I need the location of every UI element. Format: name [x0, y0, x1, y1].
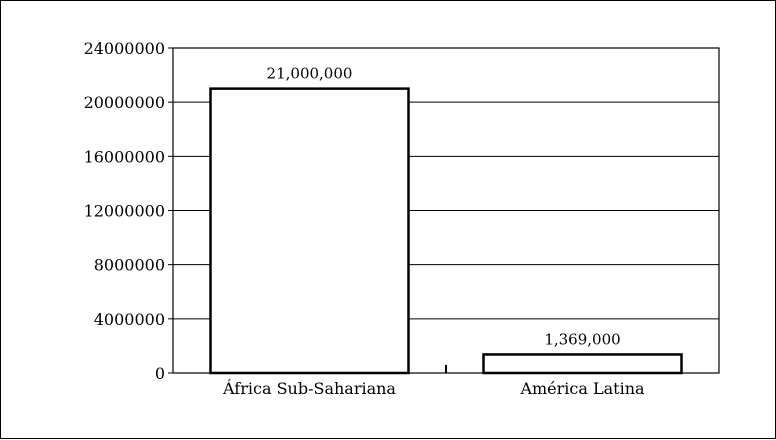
bar: [482, 353, 683, 375]
data-labels: 21,000,000 1,369,000: [267, 65, 621, 349]
y-tick-label: 20000000: [84, 93, 165, 112]
bar: [209, 87, 410, 375]
x-category-label: América Latina: [519, 379, 645, 398]
y-axis-ticks: 0 4000000 8000000 12000000 16000000 20000000 2…: [84, 39, 173, 383]
y-tick-label: 0: [155, 364, 165, 383]
y-tick-label: 4000000: [94, 310, 165, 329]
bar-data-label: 1,369,000: [544, 330, 620, 348]
y-tick-label: 12000000: [84, 202, 165, 221]
x-axis-category-labels: África Sub-Sahariana América Latina: [222, 378, 645, 398]
bars: [209, 87, 683, 375]
y-tick-label: 24000000: [84, 39, 165, 58]
y-tick-label: 16000000: [84, 147, 165, 166]
y-tick-label: 8000000: [94, 256, 165, 275]
x-category-label: África Sub-Sahariana: [222, 378, 396, 398]
bar-data-label: 21,000,000: [267, 65, 353, 83]
